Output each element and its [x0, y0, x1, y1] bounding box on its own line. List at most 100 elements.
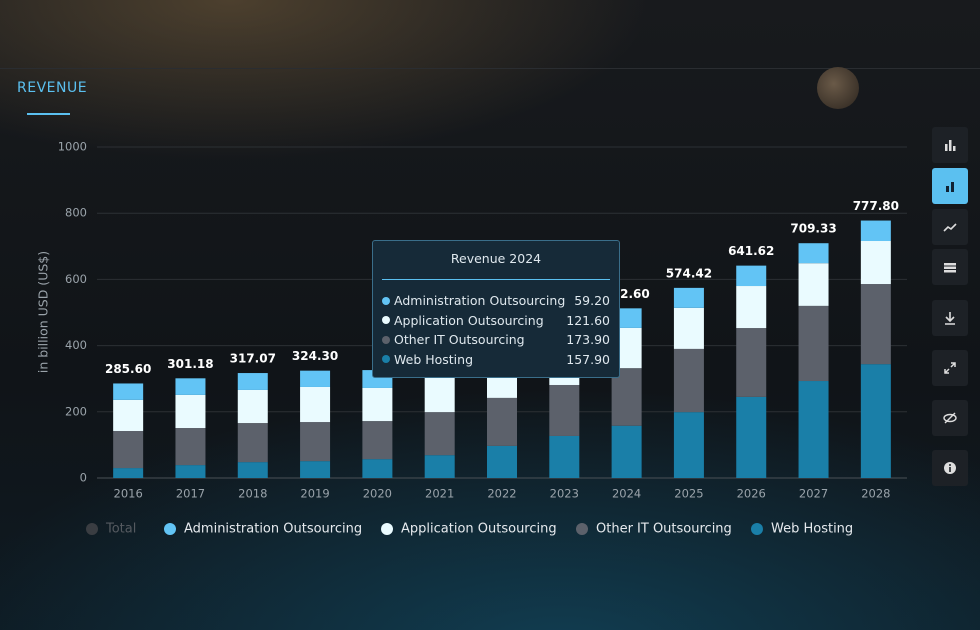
bar-segment: [860, 241, 891, 285]
bar-segment: [673, 412, 704, 478]
total-label: 285.60: [105, 362, 151, 376]
legend-label[interactable]: Application Outsourcing: [401, 522, 557, 537]
tooltip-name: Web Hosting: [394, 351, 474, 367]
bar-segment: [736, 286, 767, 329]
x-tick-label: 2027: [799, 487, 828, 501]
icon: [945, 140, 956, 151]
total-label: 301.18: [167, 357, 213, 371]
bar-segment: [237, 462, 268, 478]
bar-segment: [798, 305, 829, 382]
bar-segment: [860, 220, 891, 242]
bar-segment: [300, 370, 331, 387]
tooltip-row: Application Outsourcing 121.60: [382, 313, 610, 328]
line-chart-button[interactable]: [932, 209, 968, 245]
divider: [0, 68, 980, 69]
tooltip-title: Revenue 2024: [450, 251, 542, 266]
bar-segment: [175, 465, 206, 478]
bar-segment: [549, 435, 580, 478]
x-tick-label: 2021: [425, 487, 454, 501]
hide-button[interactable]: [932, 400, 968, 436]
legend-label[interactable]: Total: [105, 522, 136, 537]
bar-segment: [113, 399, 144, 431]
x-tick-label: 2026: [737, 487, 766, 501]
bar-segment: [798, 263, 829, 306]
bar-segment: [798, 381, 829, 478]
bar-segment: [736, 328, 767, 397]
legend-marker: [164, 523, 176, 535]
legend-marker: [751, 523, 763, 535]
table-button[interactable]: [932, 249, 968, 285]
total-label: 709.33: [790, 222, 836, 236]
x-tick-label: 2024: [612, 487, 641, 501]
tooltip-value: 173.90: [566, 332, 610, 347]
bar-segment: [860, 284, 891, 365]
bar-segment: [300, 386, 331, 423]
fullscreen-button[interactable]: [932, 350, 968, 386]
x-tick-label: 2025: [674, 487, 703, 501]
tooltip-marker: [382, 316, 390, 324]
bar-segment: [860, 364, 891, 478]
bar-chart-button[interactable]: [932, 127, 968, 163]
tab-underline: [27, 113, 70, 115]
total-label: 574.42: [666, 266, 712, 280]
bar-segment: [424, 455, 455, 478]
icon: [944, 362, 956, 374]
tooltip-divider: [382, 279, 610, 280]
bar-segment: [300, 422, 331, 462]
icon: [944, 263, 956, 273]
y-tick-label: 1000: [58, 140, 87, 154]
tooltip-marker: [382, 355, 390, 363]
bar-segment: [237, 389, 268, 424]
tab[interactable]: REVENUE: [17, 80, 88, 96]
total-label: 317.07: [230, 352, 276, 366]
bar-segment: [113, 468, 144, 478]
total-label: 777.80: [853, 199, 899, 213]
bar-segment: [487, 397, 517, 446]
tooltip-value: 59.20: [574, 293, 610, 308]
x-tick-label: 2022: [487, 487, 516, 501]
legend-label[interactable]: Web Hosting: [771, 522, 853, 537]
x-tick-label: 2023: [550, 487, 579, 501]
x-tick-label: 2019: [300, 487, 329, 501]
bar-segment: [736, 265, 767, 287]
bar-segment: [237, 373, 268, 390]
bar-segment: [362, 421, 393, 460]
total-label: 641.62: [728, 244, 774, 258]
x-tick-label: 2028: [861, 487, 890, 501]
bar-segment: [736, 396, 767, 478]
icon: [946, 182, 954, 192]
legend-marker: [381, 523, 393, 535]
legend-marker: [86, 523, 98, 535]
bar-segment: [175, 428, 206, 466]
x-tick-label: 2020: [363, 487, 392, 501]
tooltip-row: Other IT Outsourcing 173.90: [382, 332, 610, 347]
bar-segment: [113, 430, 144, 469]
bar-segment: [362, 387, 393, 422]
total-label: 324.30: [292, 349, 338, 363]
bar-segment: [673, 287, 704, 308]
stacked-chart-button[interactable]: [932, 168, 968, 204]
bar-segment: [300, 461, 331, 478]
icon: [943, 223, 957, 232]
bar-segment: [113, 383, 144, 400]
tooltip-value: 157.90: [566, 351, 610, 367]
tooltip: Revenue 2024 Administration Outsourcing 5…: [372, 240, 620, 378]
info-button[interactable]: [932, 450, 968, 486]
icon: [944, 462, 956, 474]
bar-segment: [237, 423, 268, 463]
download-button[interactable]: [932, 300, 968, 336]
legend-label[interactable]: Administration Outsourcing: [184, 522, 362, 537]
bar-segment: [798, 243, 829, 264]
bar-segment: [673, 348, 704, 413]
legend-label[interactable]: Other IT Outsourcing: [596, 522, 732, 537]
x-tick-label: 2018: [238, 487, 267, 501]
bar-segment: [362, 459, 393, 478]
tooltip-row: Web Hosting 157.90: [382, 352, 610, 367]
y-tick-label: 200: [65, 404, 87, 418]
tooltip-marker: [382, 335, 390, 344]
bar-segment: [487, 445, 517, 478]
tooltip-name: Administration Outsourcing: [394, 293, 566, 308]
tooltip-row: Administration Outsourcing 59.20: [382, 293, 610, 308]
